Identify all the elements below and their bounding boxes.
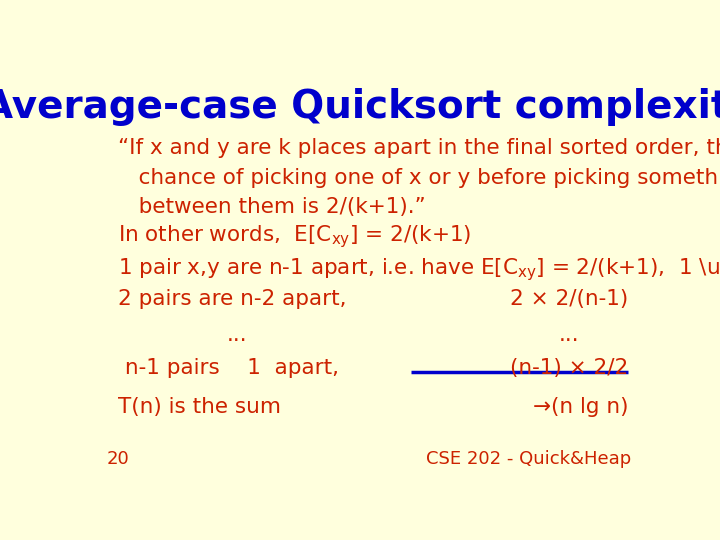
Text: Average-case Quicksort complexity: Average-case Quicksort complexity: [0, 87, 720, 126]
Text: 1 pair x,y are n-1 apart, i.e. have $\mathsf{E[C_{xy}]}$ = 2/(k+1),  1 \u00d7 2/: 1 pair x,y are n-1 apart, i.e. have $\ma…: [118, 256, 720, 283]
Text: (n-1) × 2/2: (n-1) × 2/2: [510, 358, 629, 378]
Text: 20: 20: [107, 450, 130, 468]
Text: ...: ...: [227, 325, 248, 345]
Text: ...: ...: [559, 325, 580, 345]
Text: 2 × 2/(n-1): 2 × 2/(n-1): [510, 289, 629, 309]
Text: between them is 2/(k+1).”: between them is 2/(k+1).”: [118, 198, 426, 218]
Text: chance of picking one of x or y before picking something: chance of picking one of x or y before p…: [118, 167, 720, 187]
Text: In other words,  $\mathsf{E[C_{xy}]}$ = 2/(k+1): In other words, $\mathsf{E[C_{xy}]}$ = 2…: [118, 223, 472, 249]
Text: 2 pairs are n-2 apart,: 2 pairs are n-2 apart,: [118, 289, 346, 309]
Text: T(n) is the sum: T(n) is the sum: [118, 397, 281, 417]
Text: “If x and y are k places apart in the final sorted order, the: “If x and y are k places apart in the fi…: [118, 138, 720, 158]
Text: CSE 202 - Quick&Heap: CSE 202 - Quick&Heap: [426, 450, 631, 468]
Text: →(n lg n): →(n lg n): [533, 397, 629, 417]
Text: n-1 pairs    1  apart,: n-1 pairs 1 apart,: [118, 358, 339, 378]
